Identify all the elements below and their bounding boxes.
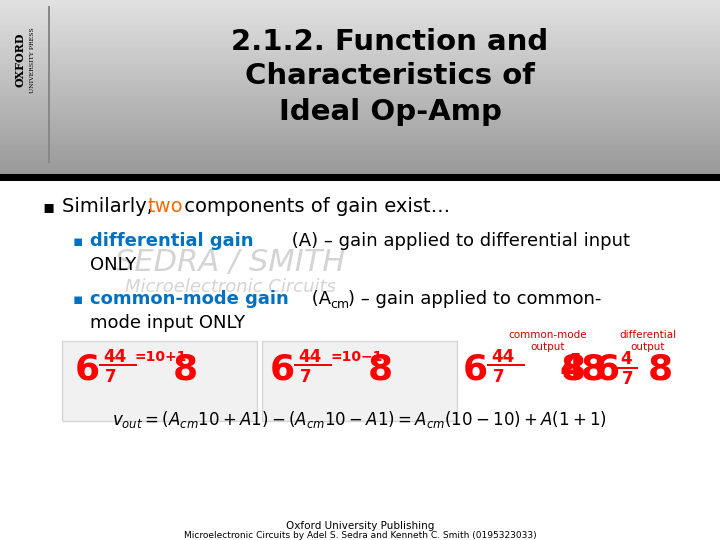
Text: ▪: ▪ <box>73 233 84 248</box>
Text: components of gain exist…: components of gain exist… <box>178 198 450 217</box>
Text: 8: 8 <box>581 352 606 386</box>
Text: cm: cm <box>330 298 349 310</box>
Text: Microelectronic Circuits: Microelectronic Circuits <box>125 278 336 296</box>
Bar <box>48 6 50 163</box>
Text: differential gain: differential gain <box>90 232 253 250</box>
Text: ONLY: ONLY <box>90 256 136 274</box>
Text: 6: 6 <box>75 352 100 386</box>
Text: Characteristics of: Characteristics of <box>245 62 535 90</box>
Text: differential: differential <box>619 330 677 340</box>
Text: 2.1.2. Function and: 2.1.2. Function and <box>231 28 549 56</box>
Text: 7: 7 <box>493 368 505 386</box>
Text: 6: 6 <box>595 352 620 386</box>
Text: ▪: ▪ <box>42 198 54 216</box>
Text: 7: 7 <box>300 368 312 386</box>
Text: 4: 4 <box>559 352 584 386</box>
Text: SEDRA / SMITH: SEDRA / SMITH <box>115 247 345 276</box>
Text: 4: 4 <box>620 350 631 368</box>
Text: 8: 8 <box>368 352 393 386</box>
Text: 8: 8 <box>648 352 673 386</box>
Text: (A: (A <box>306 290 331 308</box>
Text: ) – gain applied to common-: ) – gain applied to common- <box>348 290 601 308</box>
Text: output: output <box>631 342 665 352</box>
Text: 44: 44 <box>491 348 514 366</box>
Text: $v_{out} = (A_{cm}10 + A1) - (A_{cm}10 - A1) = A_{cm}(10-10) + A(1+1)$: $v_{out} = (A_{cm}10 + A1) - (A_{cm}10 -… <box>112 408 608 429</box>
Text: Similarly,: Similarly, <box>62 198 159 217</box>
Text: Microelectronic Circuits by Adel S. Sedra and Kenneth C. Smith (0195323033): Microelectronic Circuits by Adel S. Sedr… <box>184 530 536 539</box>
Text: common-mode: common-mode <box>509 330 588 340</box>
Text: 8: 8 <box>561 352 586 386</box>
Text: mode input ONLY: mode input ONLY <box>90 314 245 332</box>
Bar <box>616 367 638 369</box>
Bar <box>0 174 720 181</box>
Text: (A) – gain applied to differential input: (A) – gain applied to differential input <box>286 232 630 250</box>
Text: common-mode gain: common-mode gain <box>90 290 289 308</box>
Text: two: two <box>148 198 184 217</box>
Text: 6: 6 <box>463 352 488 386</box>
Text: output: output <box>531 342 565 352</box>
Text: =10−1: =10−1 <box>330 350 382 364</box>
Text: 44: 44 <box>298 348 321 366</box>
Text: OXFORD: OXFORD <box>14 33 25 87</box>
Text: Ideal Op-Amp: Ideal Op-Amp <box>279 98 501 126</box>
FancyBboxPatch shape <box>262 341 457 421</box>
Bar <box>487 364 525 366</box>
Text: ▪: ▪ <box>73 292 84 307</box>
Text: 7: 7 <box>622 370 634 388</box>
Bar <box>294 364 332 366</box>
Text: UNIVERSITY PRESS: UNIVERSITY PRESS <box>30 27 35 93</box>
Text: 6: 6 <box>270 352 295 386</box>
Text: 7: 7 <box>105 368 117 386</box>
Text: Oxford University Publishing: Oxford University Publishing <box>286 521 434 531</box>
Text: 44: 44 <box>103 348 126 366</box>
Text: =10+1: =10+1 <box>135 350 187 364</box>
FancyBboxPatch shape <box>62 341 257 421</box>
Text: 8: 8 <box>173 352 198 386</box>
Bar <box>99 364 137 366</box>
